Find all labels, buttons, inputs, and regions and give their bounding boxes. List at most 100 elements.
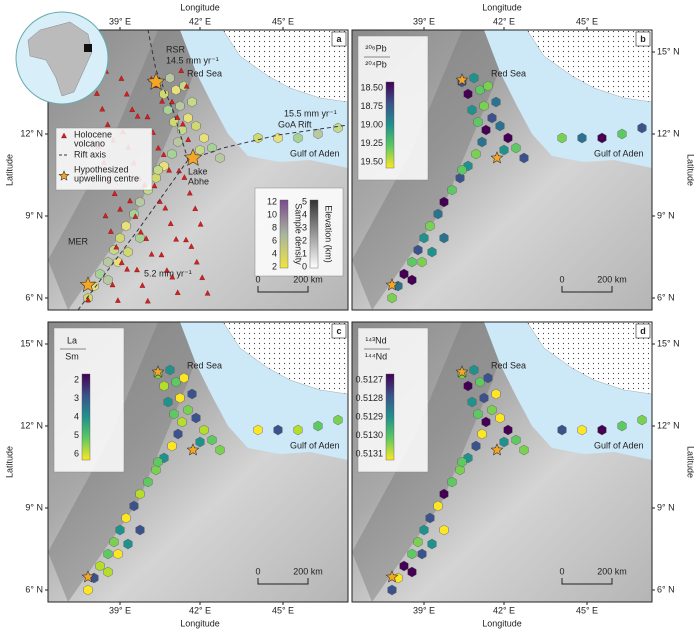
legend-label: Rift axis — [74, 149, 107, 159]
volcano — [162, 204, 169, 211]
annotation: Red Sea — [187, 68, 222, 78]
hexagon — [207, 434, 217, 446]
y-tick-label: 9° N — [25, 210, 43, 220]
upwelling-star — [385, 570, 399, 583]
x-tick-label: 45° E — [576, 605, 598, 615]
hexagon — [519, 444, 529, 456]
arabia — [222, 30, 348, 103]
hexagon — [637, 122, 647, 134]
hexagon — [407, 548, 417, 560]
hexagon — [473, 408, 483, 420]
scale-label: 200 km — [293, 274, 323, 284]
upwelling-star — [146, 72, 166, 90]
y-tick-label: 6° N — [25, 584, 43, 594]
volcano — [129, 106, 136, 112]
panel-label: c — [336, 326, 341, 336]
scale-bar — [257, 286, 309, 293]
elevation-tick: 1 — [302, 248, 307, 258]
hexagon — [103, 256, 113, 268]
hexagon — [293, 132, 303, 144]
volcano — [204, 290, 211, 296]
volcano — [174, 114, 181, 120]
volcano — [166, 167, 172, 173]
y-tick-label: 12° N — [657, 420, 680, 430]
axis-title: Latitude — [686, 446, 696, 478]
sea — [484, 30, 652, 168]
hexagon — [183, 112, 193, 124]
volcano — [132, 213, 139, 219]
map-panel: d 39° E 42° E 45° E 15° N 12° N 9° N 6° N Red Se… — [351, 321, 680, 615]
hexagon — [135, 524, 145, 536]
density-tick: 2 — [272, 261, 277, 271]
hexagon — [399, 560, 409, 572]
density-tick: 8 — [272, 222, 277, 232]
volcano — [118, 259, 125, 265]
colorbar-title: La — [67, 335, 77, 345]
volcano — [181, 174, 188, 180]
hexagon — [433, 500, 443, 512]
hexagon — [113, 548, 123, 560]
density-tick: 12 — [267, 196, 277, 206]
axis-title: Longitude — [482, 618, 522, 628]
axis-title: Longitude — [180, 618, 220, 628]
hexagon — [499, 144, 509, 156]
hexagon — [433, 208, 443, 220]
hexagon — [471, 148, 481, 160]
volcano — [151, 182, 158, 189]
scale-label: 0 — [559, 566, 564, 576]
hexagon — [419, 232, 429, 244]
hexagon — [597, 424, 607, 436]
hexagon — [447, 184, 457, 196]
hexagon — [463, 88, 473, 100]
volcano — [169, 273, 176, 280]
colorbar-title: ¹⁴³Nd — [365, 335, 386, 345]
hexagon — [313, 128, 323, 140]
volcano — [199, 274, 206, 280]
volcano — [99, 105, 106, 112]
annotation: Gulf of Aden — [290, 148, 340, 158]
scale-label: 200 km — [597, 274, 627, 284]
volcano — [134, 113, 141, 119]
upwelling-star — [490, 151, 504, 164]
volcano — [102, 212, 109, 219]
hexagon — [425, 512, 435, 524]
hexagon — [491, 388, 501, 400]
hexagon — [123, 538, 133, 550]
hexagon — [637, 414, 647, 426]
panel-label: d — [640, 326, 646, 336]
elevation-tick: 4 — [302, 209, 307, 219]
hexagon — [617, 128, 627, 140]
y-tick-label: 6° N — [25, 292, 43, 302]
hexagon — [253, 132, 263, 144]
hexagon — [253, 424, 263, 436]
hexagon — [83, 584, 93, 596]
hexagon — [511, 434, 521, 446]
volcano — [193, 258, 200, 265]
sea — [484, 322, 652, 460]
map-panel: a39° E42° E45° E15° N12° N9° N6° NRSR14.… — [20, 16, 349, 311]
x-tick-label: 45° E — [576, 16, 598, 26]
scale-bar — [561, 578, 613, 585]
density-tick: 10 — [267, 209, 277, 219]
hexagon — [511, 142, 521, 154]
hexagon — [427, 246, 437, 258]
volcano — [155, 144, 162, 151]
scale-label: 200 km — [293, 566, 323, 576]
panel-label-box — [331, 323, 347, 339]
hexagon — [191, 120, 201, 132]
hexagon — [207, 142, 217, 154]
volcano — [115, 297, 121, 303]
hexagon — [503, 132, 513, 144]
hexagon — [483, 80, 493, 92]
colorbar — [385, 373, 395, 461]
scale-label: 0 — [255, 566, 260, 576]
colorbar-tick: 18.75 — [360, 101, 383, 111]
hexagon — [187, 388, 197, 400]
hexagon — [215, 444, 225, 456]
hexagon — [167, 148, 177, 160]
hexagon — [495, 120, 505, 132]
panel-label: a — [336, 34, 342, 44]
upwelling-star — [58, 170, 70, 181]
hexagon — [183, 404, 193, 416]
hexagon — [419, 524, 429, 536]
